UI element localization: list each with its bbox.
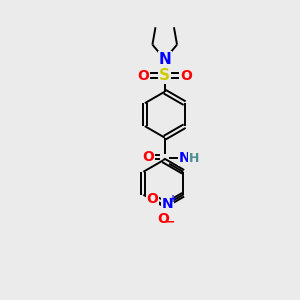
Text: −: − xyxy=(165,216,175,229)
Text: O: O xyxy=(180,68,192,83)
Text: H: H xyxy=(189,152,200,165)
Text: +: + xyxy=(169,194,177,204)
Text: N: N xyxy=(178,151,190,165)
Text: S: S xyxy=(159,68,170,83)
Text: O: O xyxy=(138,68,149,83)
Text: O: O xyxy=(142,150,154,164)
Text: O: O xyxy=(147,192,158,206)
Text: O: O xyxy=(158,212,169,226)
Text: N: N xyxy=(158,52,171,67)
Text: N: N xyxy=(162,196,174,211)
